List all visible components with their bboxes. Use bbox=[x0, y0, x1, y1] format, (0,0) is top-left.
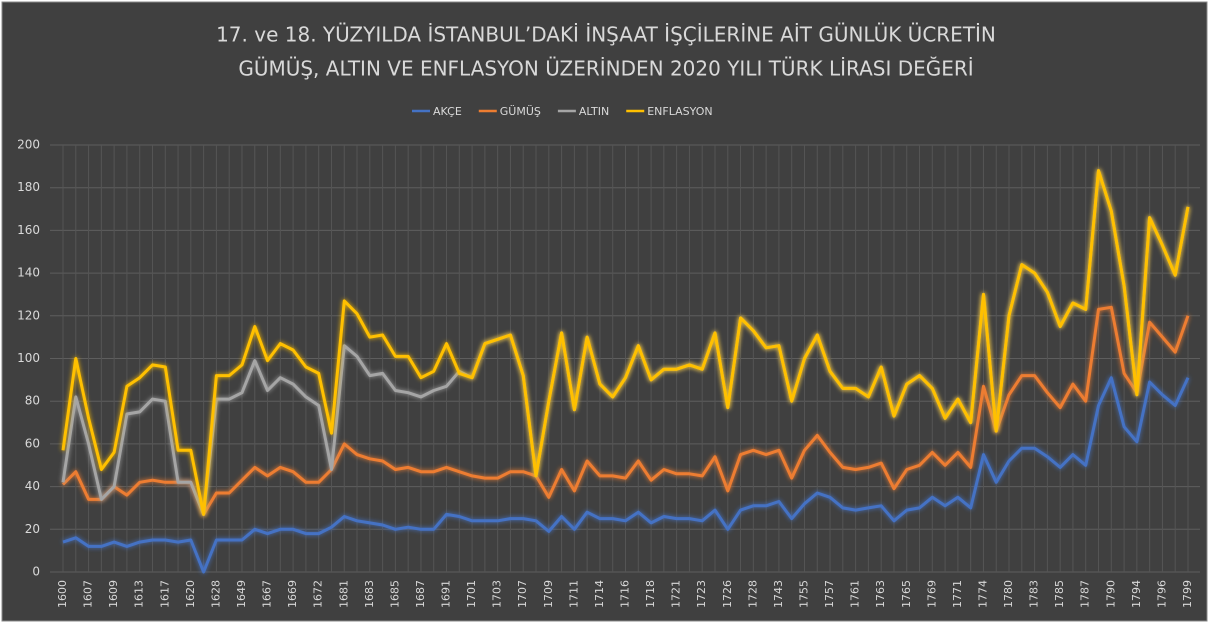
x-tick-label: 1755 bbox=[797, 580, 810, 608]
series-line bbox=[61, 305, 1190, 516]
series-line bbox=[61, 169, 1190, 516]
x-tick-label: 1765 bbox=[900, 580, 913, 608]
x-tick-label: 1669 bbox=[286, 580, 299, 608]
x-tick-label: 1703 bbox=[491, 580, 504, 608]
legend-label: AKÇE bbox=[433, 105, 462, 118]
x-tick-label: 1769 bbox=[925, 580, 938, 608]
x-tick-label: 1799 bbox=[1181, 580, 1194, 608]
x-tick-label: 1687 bbox=[414, 580, 427, 608]
y-tick-label: 180 bbox=[17, 180, 40, 194]
x-tick-label: 1707 bbox=[516, 580, 529, 608]
x-tick-label: 1757 bbox=[823, 580, 836, 608]
x-tick-label: 1701 bbox=[465, 580, 478, 608]
x-tick-label: 1691 bbox=[440, 580, 453, 608]
x-tick-label: 1794 bbox=[1130, 580, 1143, 608]
x-tick-label: 1667 bbox=[261, 580, 274, 608]
x-tick-label: 1711 bbox=[567, 580, 580, 608]
x-tick-label: 1774 bbox=[976, 580, 989, 608]
x-tick-label: 1609 bbox=[107, 580, 120, 608]
x-tick-label: 1613 bbox=[133, 580, 146, 608]
x-tick-label: 1728 bbox=[746, 580, 759, 608]
chart-title: 17. ve 18. YÜZYILDA İSTANBUL’DAKİ İNŞAAT… bbox=[216, 23, 996, 47]
legend-label: ENFLASYON bbox=[647, 105, 712, 118]
x-tick-label: 1683 bbox=[363, 580, 376, 608]
x-tick-label: 1716 bbox=[619, 580, 632, 608]
y-tick-label: 20 bbox=[25, 522, 40, 536]
x-tick-label: 1718 bbox=[644, 580, 657, 608]
y-tick-label: 140 bbox=[17, 266, 40, 280]
x-tick-label: 1761 bbox=[849, 580, 862, 608]
x-tick-label: 1721 bbox=[670, 580, 683, 608]
x-tick-label: 1785 bbox=[1053, 580, 1066, 608]
legend-label: GÜMÜŞ bbox=[500, 105, 541, 118]
x-tick-label: 1783 bbox=[1028, 580, 1041, 608]
x-tick-label: 1743 bbox=[772, 580, 785, 608]
x-tick-label: 1771 bbox=[951, 580, 964, 608]
x-tick-label: 1790 bbox=[1104, 580, 1117, 608]
x-tick-label: 1628 bbox=[209, 580, 222, 608]
y-tick-label: 200 bbox=[17, 138, 40, 152]
x-tick-label: 1787 bbox=[1079, 580, 1092, 608]
x-tick-label: 1723 bbox=[695, 580, 708, 608]
y-tick-label: 160 bbox=[17, 223, 40, 237]
x-tick-label: 1620 bbox=[184, 580, 197, 608]
x-tick-label: 1600 bbox=[56, 580, 69, 608]
x-tick-label: 1617 bbox=[158, 580, 171, 608]
x-tick-label: 1726 bbox=[721, 580, 734, 608]
x-tick-label: 1649 bbox=[235, 580, 248, 608]
y-tick-label: 120 bbox=[17, 308, 40, 322]
x-tick-label: 1714 bbox=[593, 580, 606, 608]
x-tick-label: 1763 bbox=[874, 580, 887, 608]
legend-label: ALTIN bbox=[579, 105, 609, 118]
y-tick-label: 100 bbox=[17, 351, 40, 365]
chart-title: GÜMÜŞ, ALTIN VE ENFLASYON ÜZERİNDEN 2020… bbox=[238, 57, 973, 81]
x-tick-label: 1780 bbox=[1002, 580, 1015, 608]
y-tick-label: 0 bbox=[32, 565, 40, 579]
x-tick-label: 1709 bbox=[542, 580, 555, 608]
x-tick-label: 1672 bbox=[312, 580, 325, 608]
x-tick-label: 1685 bbox=[388, 580, 401, 608]
y-tick-label: 80 bbox=[25, 394, 40, 408]
x-tick-label: 1681 bbox=[337, 580, 350, 608]
y-tick-label: 60 bbox=[25, 436, 40, 450]
x-tick-label: 1796 bbox=[1155, 580, 1168, 608]
y-tick-label: 40 bbox=[25, 479, 40, 493]
series-line bbox=[62, 376, 1190, 574]
x-tick-label: 1607 bbox=[82, 580, 95, 608]
